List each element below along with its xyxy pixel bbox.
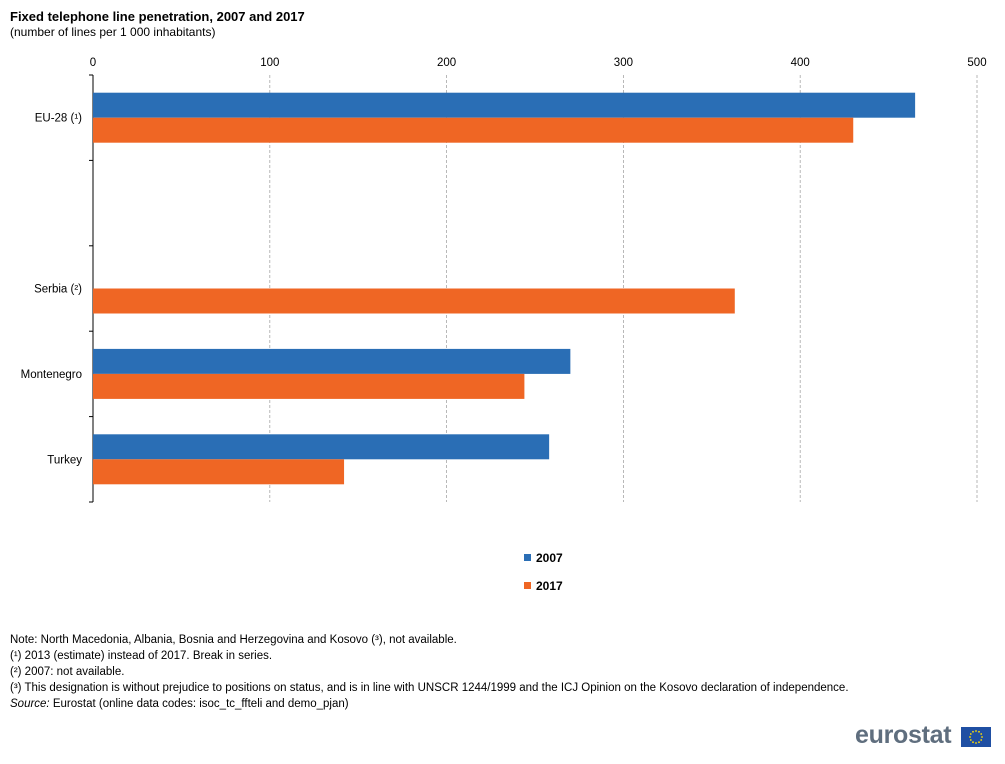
category-label: Turkey: [47, 454, 82, 466]
legend-item-2017: 2017: [524, 579, 563, 593]
bar-2007: [93, 92, 916, 118]
note-line: Note: North Macedonia, Albania, Bosnia a…: [10, 634, 457, 646]
note-line: (³) This designation is without prejudic…: [10, 682, 849, 694]
source-text: Eurostat (online data codes: isoc_tc_fft…: [49, 698, 349, 710]
x-tick-label: 200: [437, 57, 456, 69]
category-label: EU-28 (¹): [35, 113, 82, 125]
chart-subtitle: (number of lines per 1 000 inhabitants): [10, 25, 216, 39]
bar-2017: [93, 373, 525, 399]
source-line: Source: Eurostat (online data codes: iso…: [10, 696, 849, 712]
x-tick-label: 100: [260, 57, 279, 69]
footnotes: Note: North Macedonia, Albania, Bosnia a…: [10, 632, 849, 712]
legend-label-2007: 2007: [536, 551, 563, 565]
bar-2007: [93, 348, 571, 374]
bar-chart: 0 100 200 300 400 500 EU-28 (¹) Serbia (²) Monte…: [21, 57, 987, 503]
x-tick-label: 300: [614, 57, 633, 69]
category-label: Montenegro: [21, 369, 82, 381]
logo-text: eurostat: [855, 721, 952, 749]
legend-item-2007: 2007: [524, 551, 563, 565]
legend-label-2017: 2017: [536, 579, 563, 593]
chart-title: Fixed telephone line penetration, 2007 a…: [10, 9, 305, 24]
bar-2007: [93, 434, 550, 460]
eu-flag-icon: [961, 727, 991, 747]
x-tick-label: 400: [791, 57, 810, 69]
bar-2017: [93, 288, 735, 314]
note-line: (²) 2007: not available.: [10, 666, 125, 678]
source-label: Source:: [10, 698, 50, 710]
legend-swatch-2017: [524, 582, 531, 589]
legend-swatch-2007: [524, 554, 531, 561]
x-tick-label: 500: [967, 57, 986, 69]
category-label: Serbia (²): [34, 284, 82, 296]
x-tick-label: 0: [90, 57, 96, 69]
bar-2017: [93, 459, 345, 485]
note-line: (¹) 2013 (estimate) instead of 2017. Bre…: [10, 650, 273, 662]
bar-2017: [93, 117, 854, 143]
